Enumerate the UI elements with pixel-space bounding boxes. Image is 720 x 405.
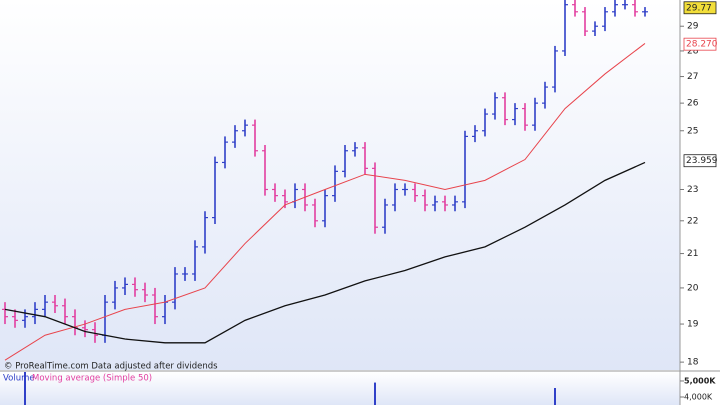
right-axis: 18 19 20 21 22 23 25 26 27 28 29 29.77 28.270 23.959 5… (680, 1, 718, 401)
y-tick-label: 19 (687, 320, 699, 330)
volume-title: Volume (3, 374, 35, 384)
last-value-box (683, 154, 717, 168)
y-tick-label: 26 (687, 99, 699, 109)
y-tick-label: 21 (687, 249, 698, 259)
volume-subtitle: Moving average (Simple 50) (32, 374, 152, 384)
y-tick-label: 20 (687, 283, 699, 293)
price-marks (2, 0, 648, 361)
y-tick-label: 28 (687, 46, 699, 56)
volume-tick-label: 4,000K (684, 392, 713, 401)
price-panel (0, 0, 680, 370)
last-value-label: 23.959 (686, 156, 718, 166)
moving-average-line (4, 161, 646, 344)
volume-bar (374, 382, 376, 405)
y-tick-label: 29 (687, 22, 699, 32)
volume-bar (554, 388, 556, 405)
y-tick-label: 27 (687, 72, 698, 82)
volume-tick-label: 5,000K (684, 376, 716, 385)
last-value-label: 29.77 (686, 3, 712, 13)
y-tick-label: 22 (687, 216, 698, 226)
last-value-box (683, 1, 717, 15)
annotation: © ProRealTime.com Data adjusted after di… (4, 362, 218, 372)
volume-bar (24, 372, 26, 405)
y-tick-label: 23 (687, 185, 698, 195)
moving-average-line (4, 43, 646, 361)
y-tick-label: 18 (687, 358, 699, 368)
last-value-box (683, 37, 717, 51)
volume-marks (24, 372, 556, 405)
volume-panel (0, 372, 680, 405)
y-tick-label: 25 (687, 126, 698, 136)
last-value-label: 28.270 (686, 40, 718, 50)
